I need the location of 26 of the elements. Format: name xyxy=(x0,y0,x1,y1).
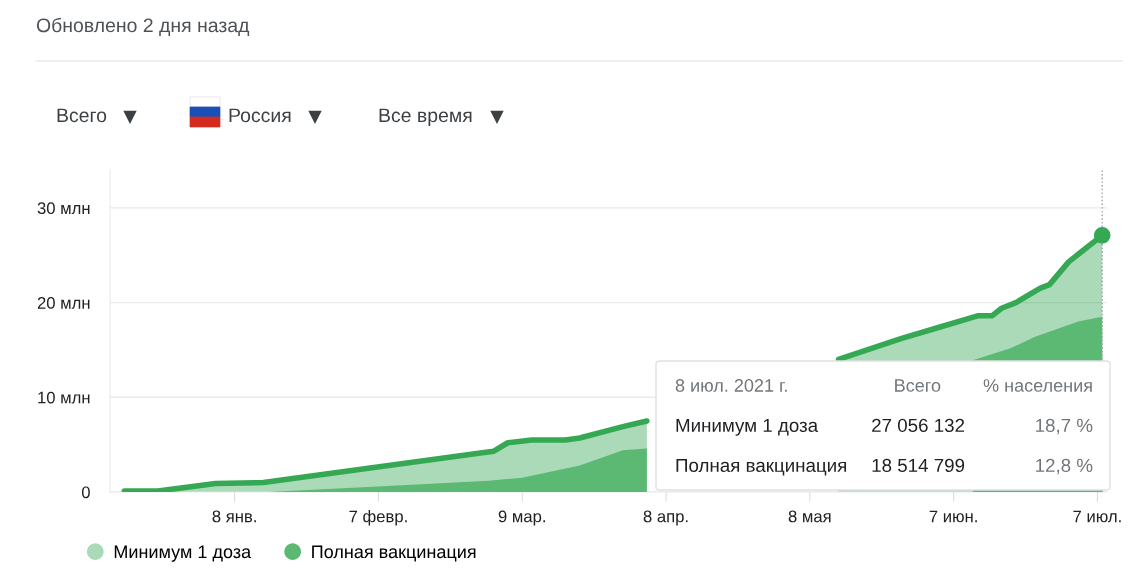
annotation: % населения xyxy=(983,379,1092,392)
x-tick-label: 7 июл. xyxy=(1073,510,1121,523)
annotation: Минимум 1 доза xyxy=(676,418,819,436)
annotation: Полная вакцинация xyxy=(676,458,847,476)
annotation: Всего xyxy=(895,379,941,392)
x-tick-label: 8 янв. xyxy=(212,510,256,523)
annotation: 18 514 799 xyxy=(872,458,965,473)
y-tick-label: 20 млн xyxy=(37,296,90,309)
text: Россия xyxy=(229,108,291,123)
annotation: 18,7 % xyxy=(1036,418,1093,435)
y-tick-label: 0 xyxy=(81,486,90,499)
annotation: 27 056 132 xyxy=(872,418,965,433)
text: Все время xyxy=(379,108,472,127)
legend-label: Минимум 1 доза xyxy=(114,545,252,562)
chart-subtitle: Обновлено 2 дня назад xyxy=(36,17,250,36)
text: Всего xyxy=(57,108,107,123)
y-tick-label: 30 млн xyxy=(37,202,90,215)
x-tick-label: 9 мар. xyxy=(498,510,545,526)
x-tick-label: 8 мая xyxy=(788,510,831,523)
x-tick-label: 7 июн. xyxy=(929,510,977,523)
legend-label: Полная вакцинация xyxy=(312,545,476,562)
x-tick-label: 7 февр. xyxy=(349,510,407,526)
y-tick-label: 10 млн xyxy=(38,391,90,404)
annotation: 8 июл. 2021 г. xyxy=(675,379,787,392)
x-tick-label: 8 апр. xyxy=(643,510,688,526)
annotation: 12,8 % xyxy=(1036,458,1093,475)
